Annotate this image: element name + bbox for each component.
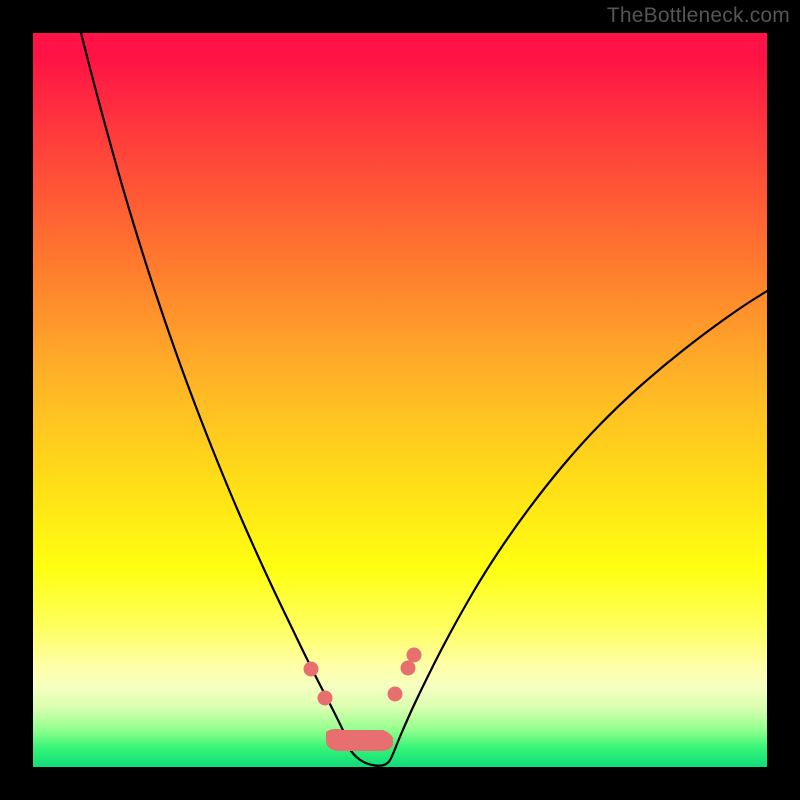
curve-right-branch (395, 291, 767, 749)
marker-thick-band (326, 729, 393, 751)
bottleneck-curve-svg (33, 33, 767, 767)
gradient-plot-area (33, 33, 767, 767)
marker-dot (407, 648, 422, 663)
chart-outer-frame: TheBottleneck.com (0, 0, 800, 800)
curve-bottom-connector (351, 749, 395, 766)
marker-dot (388, 687, 403, 702)
marker-dot (401, 661, 416, 676)
marker-dot (318, 691, 333, 706)
marker-dot (304, 662, 319, 677)
marker-dots-group (304, 648, 422, 706)
watermark-text: TheBottleneck.com (607, 4, 790, 28)
curve-left-branch (81, 33, 351, 751)
